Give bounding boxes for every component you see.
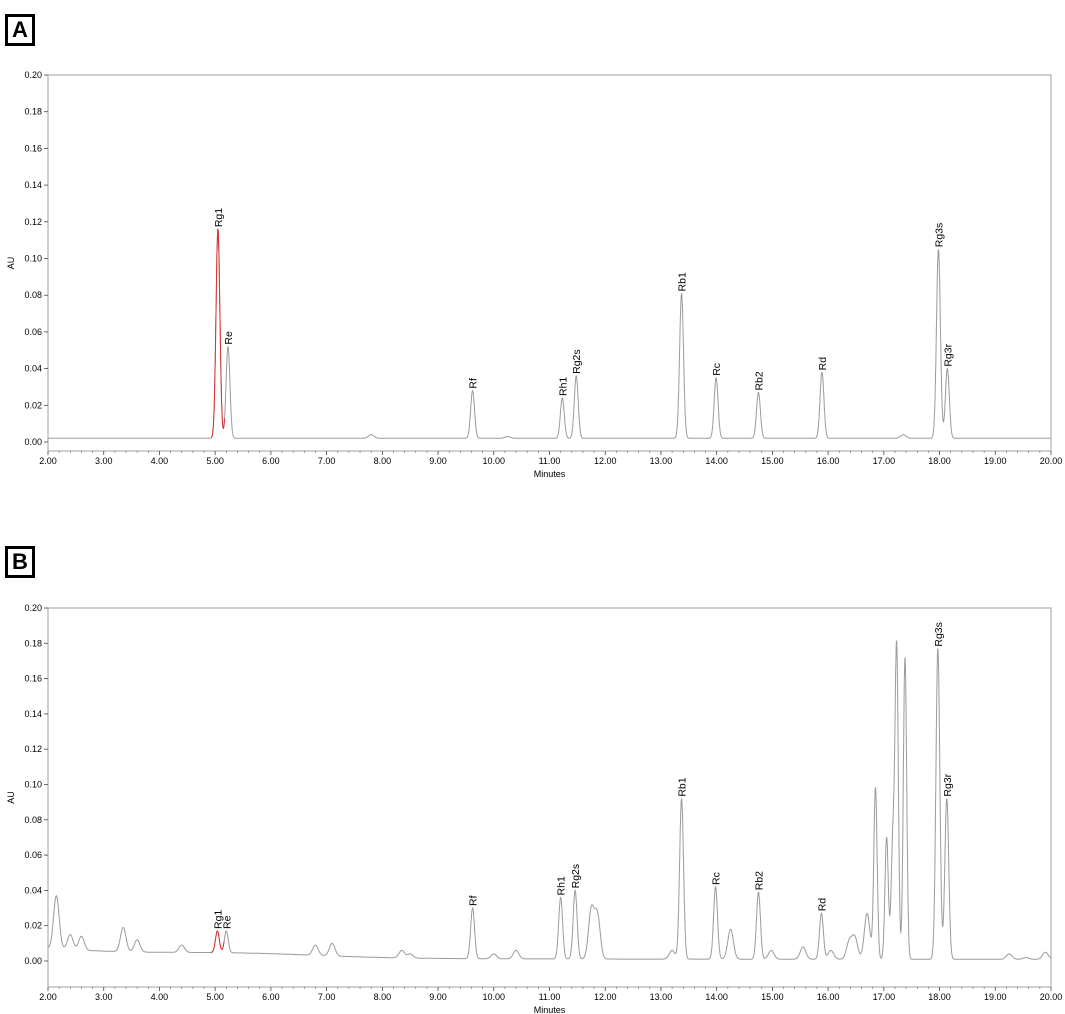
panel-b-y-tick-label: 0.14 bbox=[24, 709, 42, 719]
panel-b-peak-label-rg3r: Rg3r bbox=[942, 773, 954, 796]
panel-b-x-tick-label: 16.00 bbox=[817, 992, 840, 1002]
panel-b-x-tick-label: 5.00 bbox=[206, 992, 224, 1002]
panel-b-x-tick-label: 11.00 bbox=[539, 992, 561, 1002]
panel-b-x-tick-label: 7.00 bbox=[318, 992, 336, 1002]
panel-a-highlighted-peak-rg1 bbox=[210, 229, 225, 438]
panel-a-peak-label-rb2: Rb2 bbox=[753, 371, 765, 390]
panel-a-peak-label-rg2s: Rg2s bbox=[571, 349, 583, 374]
panel-a-plot-frame bbox=[47, 74, 1052, 452]
panel-b-x-tick-label: 13.00 bbox=[650, 992, 673, 1002]
panel-b-y-tick-label: 0.08 bbox=[24, 815, 42, 825]
panel-b-label: B bbox=[5, 546, 35, 578]
panel-a-x-tick-label: 10.00 bbox=[483, 456, 506, 466]
panel-a-y-tick-label: 0.08 bbox=[24, 290, 42, 300]
panel-a-x-tick-label: 4.00 bbox=[151, 456, 169, 466]
panel-a-x-tick-label: 20.00 bbox=[1040, 456, 1063, 466]
panel-a-y-tick-label: 0.20 bbox=[24, 70, 42, 80]
panel-a-y-tick-label: 0.04 bbox=[24, 364, 42, 374]
panel-a-chromatogram-trace bbox=[48, 229, 1051, 439]
panel-b-x-tick-label: 2.00 bbox=[39, 992, 57, 1002]
panel-b-x-tick-label: 12.00 bbox=[594, 992, 617, 1002]
panel-a-y-tick-label: 0.12 bbox=[24, 217, 42, 227]
panel-b-peak-label-rb2: Rb2 bbox=[753, 871, 765, 890]
panel-a-peak-label-rb1: Rb1 bbox=[677, 272, 689, 291]
panel-b-x-tick-label: 15.00 bbox=[761, 992, 784, 1002]
panel-a-x-tick-label: 19.00 bbox=[984, 456, 1007, 466]
panel-b-peak-label-rh1: Rh1 bbox=[556, 876, 568, 895]
panel-a-x-tick-label: 2.00 bbox=[39, 456, 57, 466]
panel-a-x-tick-label: 7.00 bbox=[318, 456, 336, 466]
panel-a-y-tick-label: 0.02 bbox=[24, 400, 42, 410]
panel-b-x-axis-title: Minutes bbox=[534, 1005, 566, 1014]
panel-a-x-tick-label: 3.00 bbox=[95, 456, 113, 466]
panel-a-peak-label-rf: Rf bbox=[468, 378, 480, 389]
panel-a-x-tick-label: 8.00 bbox=[374, 456, 392, 466]
panel-b-x-tick-label: 17.00 bbox=[873, 992, 896, 1002]
panel-a-chart: 2.00 3.00 4.00 5.00 6.00 7.00 8.00 9.00 10.00 11.… bbox=[6, 70, 1062, 479]
panel-a-x-tick-label: 14.00 bbox=[705, 456, 728, 466]
panel-a-peak-label-rg3r: Rg3r bbox=[942, 343, 954, 366]
panel-a-y-tick-label: 0.06 bbox=[24, 327, 42, 337]
panel-b-x-tick-label: 18.00 bbox=[928, 992, 951, 1002]
panel-a-x-tick-label: 5.00 bbox=[206, 456, 224, 466]
panel-b-y-tick-label: 0.04 bbox=[24, 885, 42, 895]
panel-a-x-axis-title: Minutes bbox=[534, 469, 566, 479]
panel-b-y-tick-label: 0.10 bbox=[24, 780, 42, 790]
panel-b-chromatogram-trace bbox=[47, 640, 1052, 960]
panel-a-peak-label-rc: Rc bbox=[711, 363, 723, 376]
panel-a-peak-label-re: Re bbox=[223, 331, 235, 345]
panel-b-peak-label-rg2s: Rg2s bbox=[570, 864, 582, 889]
panel-a-label: A bbox=[5, 14, 35, 46]
panel-a-x-tick-label: 12.00 bbox=[594, 456, 617, 466]
panel-b-y-tick-label: 0.00 bbox=[24, 956, 42, 966]
panel-b-peak-label-rd: Rd bbox=[816, 898, 828, 912]
panel-a-x-tick-label: 15.00 bbox=[761, 456, 784, 466]
panel-a-y-tick-label: 0.16 bbox=[24, 143, 42, 153]
panel-b-x-tick-label: 3.00 bbox=[95, 992, 113, 1002]
panel-b-y-tick-label: 0.20 bbox=[24, 603, 42, 613]
panel-a-x-tick-label: 18.00 bbox=[928, 456, 951, 466]
panel-a-x-tick-label: 13.00 bbox=[650, 456, 673, 466]
panel-a-peak-label-rd: Rd bbox=[817, 357, 829, 371]
panel-a-y-tick-label: 0.18 bbox=[24, 107, 42, 117]
panel-a-x-tick-label: 6.00 bbox=[262, 456, 280, 466]
panel-b-y-tick-label: 0.12 bbox=[24, 744, 42, 754]
panel-a-x-tick-label: 9.00 bbox=[429, 456, 447, 466]
panel-a-y-tick-label: 0.00 bbox=[24, 437, 42, 447]
panel-b-x-tick-label: 9.00 bbox=[429, 992, 447, 1002]
panel-a-x-tick-label: 16.00 bbox=[817, 456, 840, 466]
panel-b-y-tick-label: 0.16 bbox=[24, 674, 42, 684]
panel-b-peak-label-rg3s: Rg3s bbox=[933, 622, 945, 647]
panel-b-x-tick-label: 20.00 bbox=[1040, 992, 1063, 1002]
panel-b-peak-label-re: Re bbox=[221, 915, 233, 929]
panel-a-y-tick-label: 0.14 bbox=[24, 180, 42, 190]
panel-a-y-tick-label: 0.10 bbox=[24, 254, 42, 264]
panel-b-chart: 2.00 3.00 4.00 5.00 6.00 7.00 8.00 9.00 10.00 11.… bbox=[6, 603, 1062, 1014]
panel-b-y-tick-label: 0.18 bbox=[24, 638, 42, 648]
panel-b-y-tick-label: 0.02 bbox=[24, 921, 42, 931]
panel-b-x-tick-label: 4.00 bbox=[151, 992, 169, 1002]
panel-b-x-tick-label: 8.00 bbox=[374, 992, 392, 1002]
panel-b-x-tick-label: 19.00 bbox=[984, 992, 1007, 1002]
panel-b-x-tick-label: 6.00 bbox=[262, 992, 280, 1002]
panel-a-peak-label-rg1: Rg1 bbox=[213, 208, 225, 227]
panel-b-peak-label-rf: Rf bbox=[468, 895, 480, 906]
panel-b-highlighted-peak-rg1 bbox=[210, 930, 225, 953]
panel-a-x-tick-label: 11.00 bbox=[539, 456, 561, 466]
panel-b-x-tick-label: 10.00 bbox=[483, 992, 506, 1002]
panel-a-x-tick-label: 17.00 bbox=[873, 456, 896, 466]
panel-a-peak-label-rh1: Rh1 bbox=[557, 377, 569, 396]
panel-a-y-axis-title: AU bbox=[6, 257, 16, 270]
panel-b-peak-label-rb1: Rb1 bbox=[677, 777, 689, 796]
panel-b-y-tick-label: 0.06 bbox=[24, 850, 42, 860]
panel-b-x-tick-label: 14.00 bbox=[705, 992, 728, 1002]
panel-a-peak-label-rg3s: Rg3s bbox=[933, 223, 945, 248]
panel-b-peak-label-rg1: Rg1 bbox=[212, 910, 224, 929]
panel-b-peak-label-rc: Rc bbox=[711, 872, 723, 885]
panel-b-y-axis-title: AU bbox=[6, 791, 16, 804]
